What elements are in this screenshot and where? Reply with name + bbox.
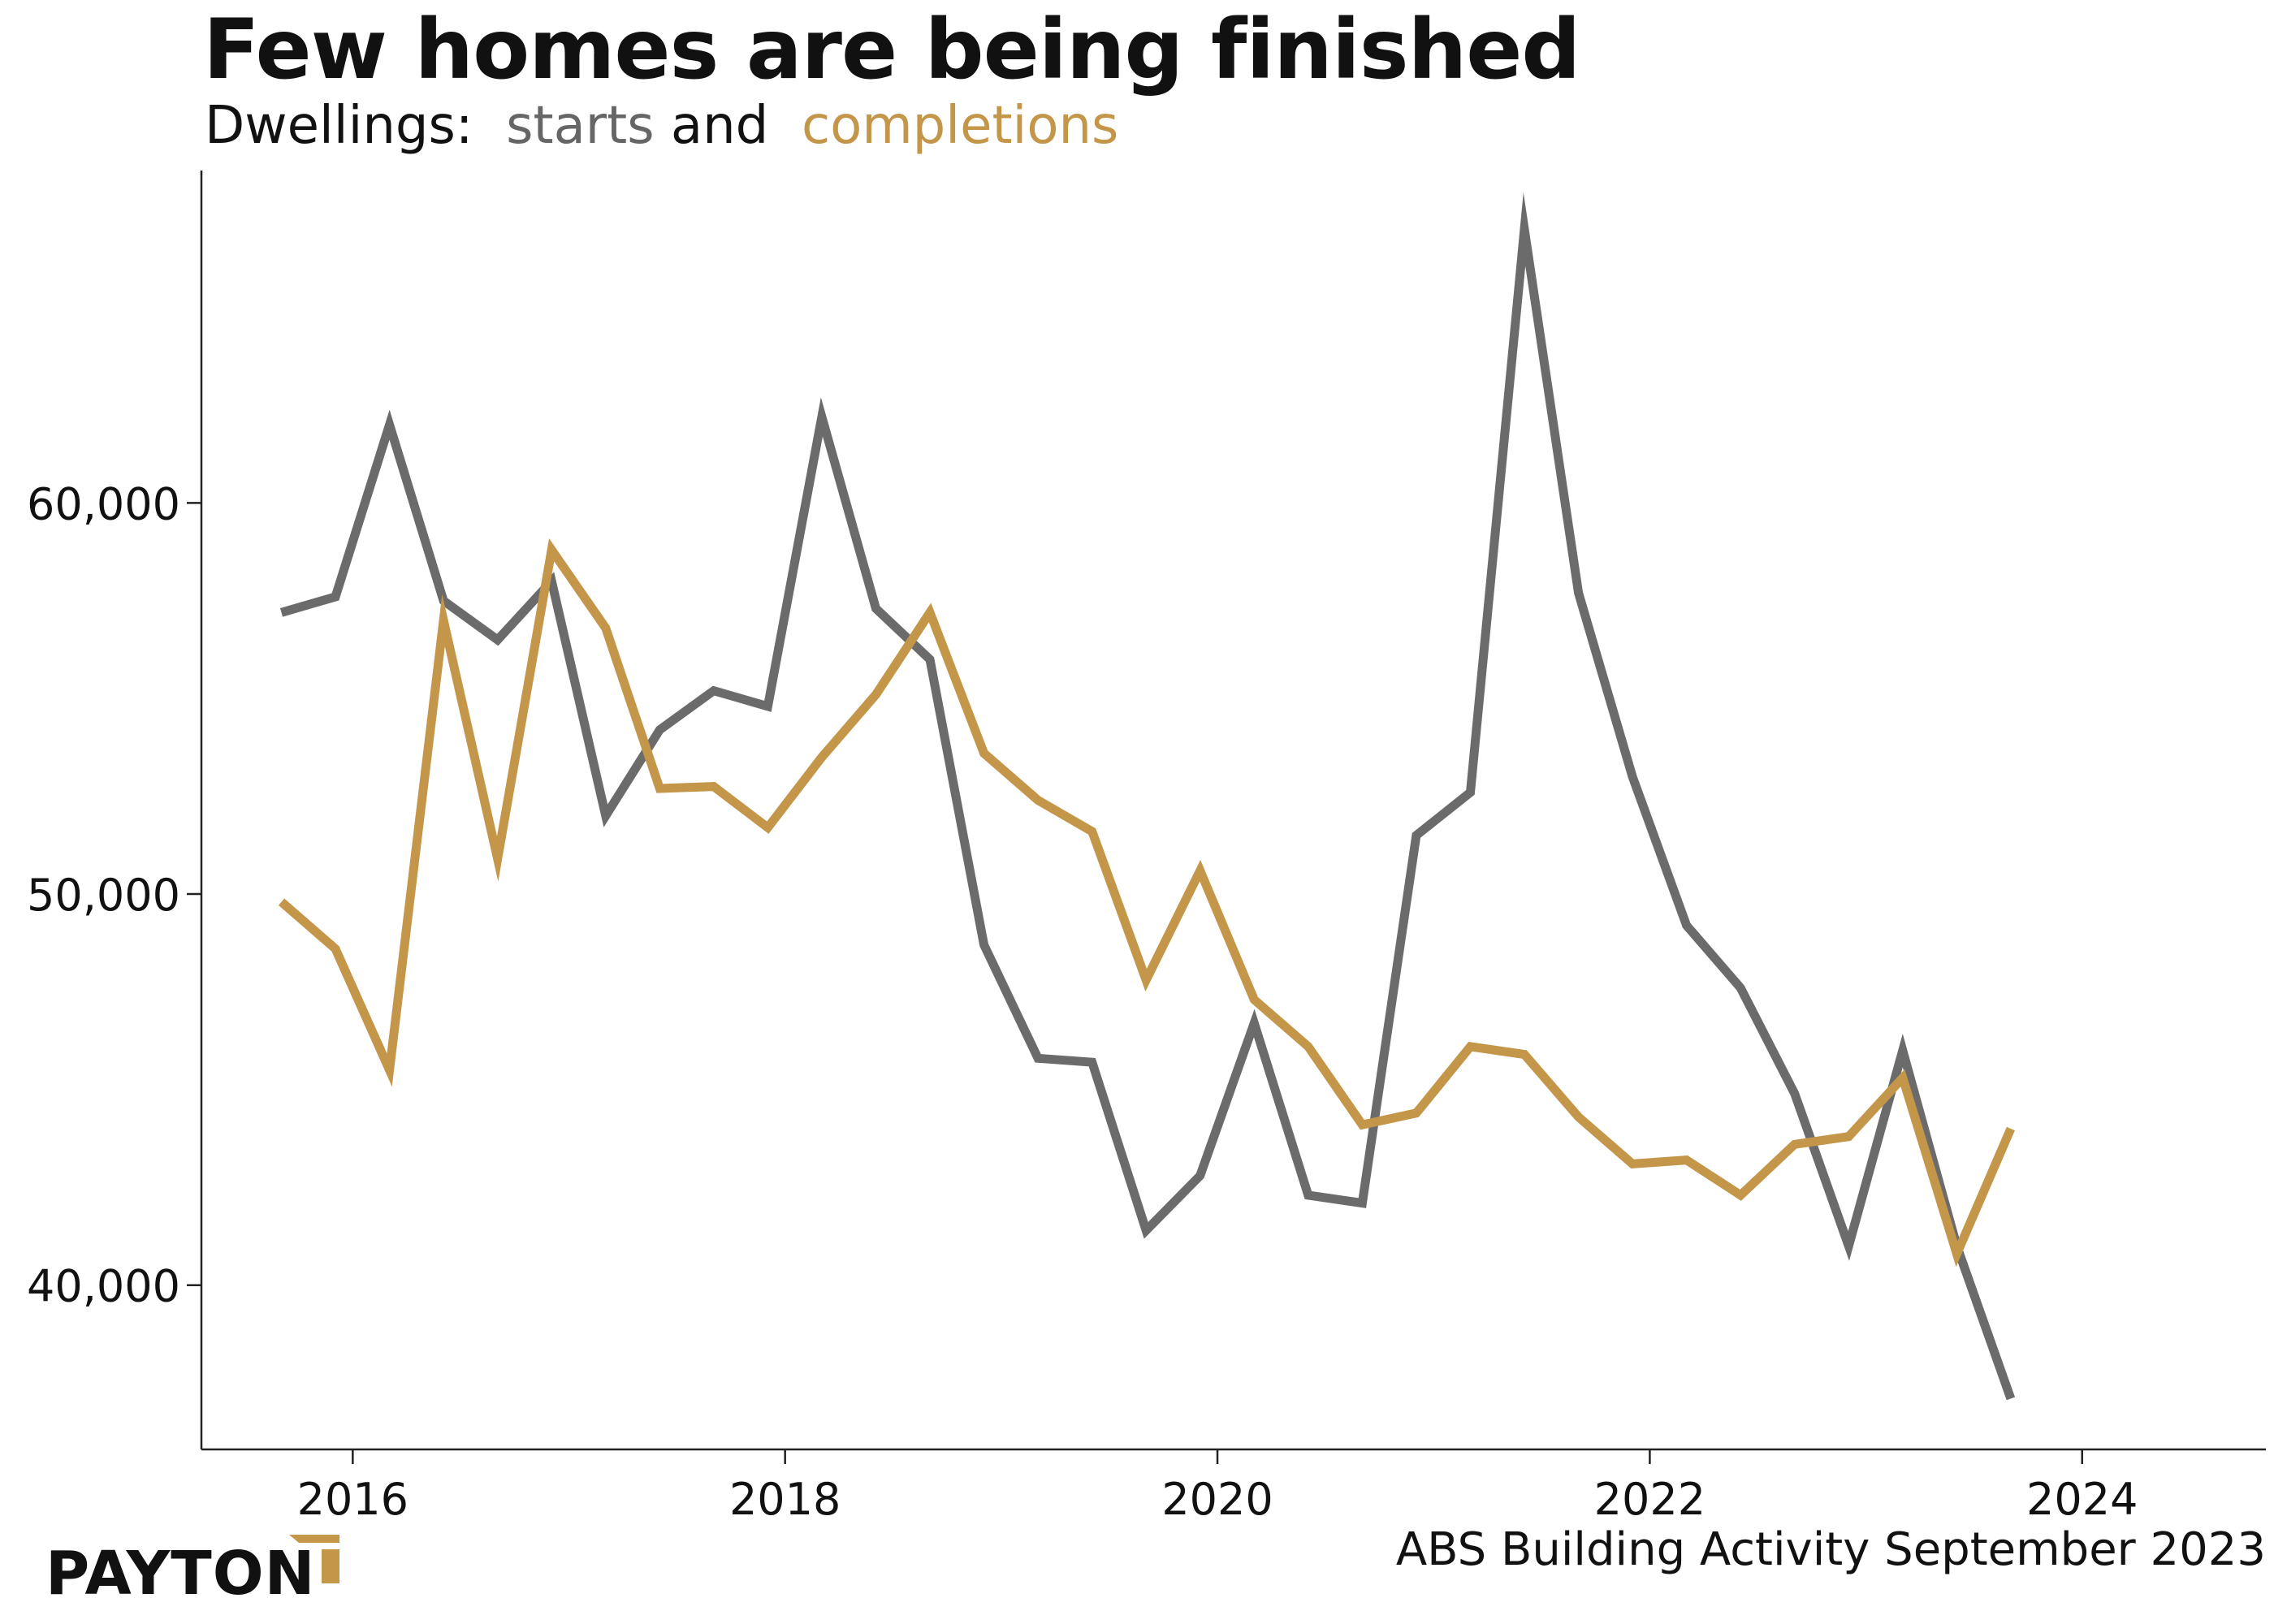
x-tick-label: 2024	[2026, 1474, 2138, 1525]
logo-mark-icon	[289, 1535, 339, 1583]
legend-starts-label: starts	[506, 96, 655, 156]
subtitle-prefix: Dwellings:	[205, 96, 473, 156]
source-note: ABS Building Activity September 2023	[1395, 1523, 2266, 1576]
series-line-completions	[278, 538, 2015, 1268]
x-tick-label: 2022	[1594, 1474, 1706, 1525]
legend-completions-label: completions	[801, 96, 1119, 156]
chart-series	[278, 192, 2016, 1401]
y-tick-label: 40,000	[27, 1261, 180, 1312]
series-line-starts	[279, 192, 2016, 1401]
x-tick-label: 2018	[729, 1474, 841, 1525]
logo-text: PAYTON	[45, 1539, 316, 1609]
y-tick-label: 50,000	[27, 870, 180, 921]
chart-title: Few homes are being finished	[203, 2, 1580, 98]
chart-axes: 40,000 50,000 60,000 2016 2018 2020 2022 2024	[27, 171, 2266, 1525]
x-tick-label: 2016	[297, 1474, 409, 1525]
y-tick-label: 60,000	[27, 478, 180, 529]
x-tick-label: 2020	[1161, 1474, 1273, 1525]
subtitle-and: and	[670, 96, 769, 156]
chart-subtitle: Dwellings: starts and completions	[205, 96, 1118, 156]
payton-logo: PAYTON	[45, 1539, 316, 1609]
